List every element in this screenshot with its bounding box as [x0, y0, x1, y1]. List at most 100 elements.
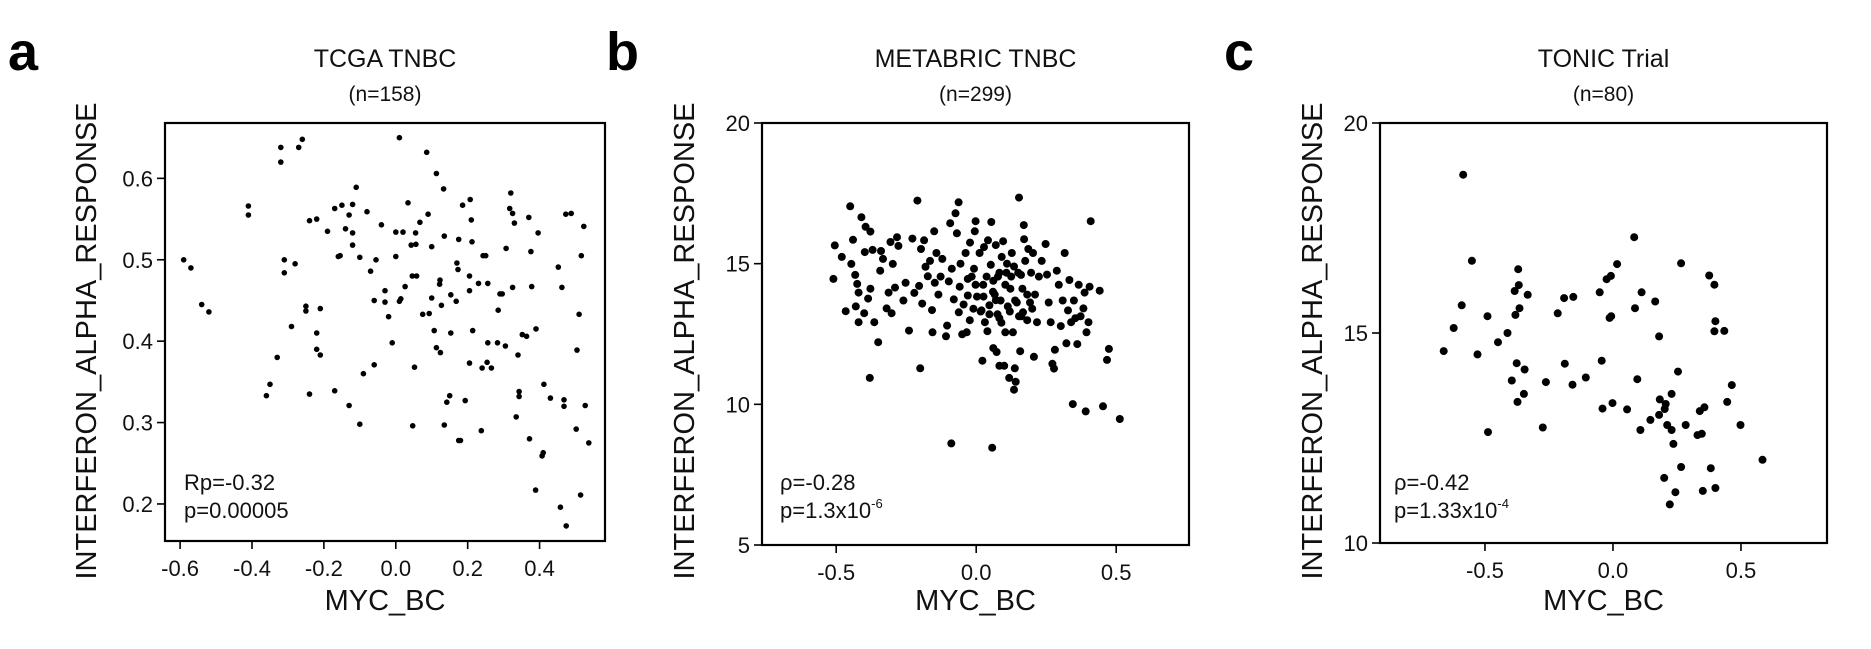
data-point [963, 291, 972, 300]
data-point [455, 236, 462, 243]
data-point [559, 284, 565, 291]
data-point [1457, 301, 1466, 310]
data-point [1523, 290, 1532, 299]
data-point [973, 292, 981, 301]
data-point [411, 364, 418, 371]
data-point [916, 364, 925, 373]
data-point [1082, 328, 1091, 337]
data-point [1023, 290, 1032, 299]
data-point [1019, 221, 1028, 230]
data-point [874, 338, 883, 347]
data-point [1651, 297, 1660, 306]
chart-title: METABRIC TNBC [875, 45, 1077, 73]
data-point [385, 313, 392, 320]
data-point [961, 249, 970, 257]
y-axis-label: INTERFERON_ALPHA_RESPONSE [1297, 102, 1329, 579]
data-point [882, 304, 891, 313]
data-point [965, 316, 974, 325]
data-point [577, 492, 584, 498]
chart-subtitle: (n=80) [1573, 83, 1634, 106]
y-tick-label: 0.2 [122, 492, 153, 517]
data-point [405, 200, 411, 206]
data-point [1064, 306, 1072, 315]
data-point [1005, 373, 1014, 382]
data-point [977, 306, 986, 315]
data-point [923, 272, 932, 281]
y-tick-label: 10 [1344, 531, 1368, 556]
data-point [983, 327, 992, 336]
data-point [1080, 288, 1089, 297]
data-point [928, 328, 937, 337]
data-point [946, 219, 955, 228]
data-point [959, 300, 968, 309]
data-point [1569, 292, 1578, 301]
data-point [389, 340, 396, 346]
data-point [526, 436, 533, 442]
data-point [853, 279, 862, 288]
data-point [943, 321, 952, 330]
data-point [540, 449, 546, 456]
data-point [1655, 395, 1664, 404]
data-point [1011, 377, 1020, 386]
data-point [582, 402, 588, 409]
data-point [425, 211, 431, 217]
data-points [180, 134, 592, 529]
data-point [1519, 389, 1528, 398]
y-tick-label: 0.5 [122, 248, 153, 273]
data-point [1598, 404, 1607, 413]
data-point [1115, 415, 1124, 423]
data-point [1655, 410, 1664, 419]
data-point [398, 296, 404, 302]
data-point [513, 414, 519, 420]
x-tick-label: 0.5 [1101, 560, 1132, 585]
data-point [528, 283, 535, 290]
correlation-annotation: ρ=-0.28 [780, 470, 856, 495]
data-point [1473, 350, 1482, 359]
data-point [979, 292, 988, 301]
panel-b: b METABRIC TNBC (n=299) -0.5 0.0 0.5 5 10 15 20 MY… [606, 22, 1191, 617]
data-point [1056, 322, 1065, 331]
p-value-text: p=1.3x10 [780, 498, 871, 523]
data-point [1037, 256, 1046, 265]
data-point [1697, 429, 1706, 438]
data-point [409, 273, 416, 279]
data-point [1607, 312, 1616, 321]
data-point [1705, 271, 1714, 280]
data-point [503, 245, 509, 252]
data-point [876, 266, 885, 275]
y-tick-label: 10 [726, 392, 750, 417]
data-point [1503, 329, 1512, 337]
data-point [1568, 380, 1577, 389]
data-point [877, 247, 885, 255]
data-point [1595, 288, 1604, 297]
data-point [954, 308, 963, 317]
x-tick-label: 0.0 [380, 556, 411, 581]
data-point [1681, 421, 1690, 429]
data-point [523, 333, 530, 340]
data-point [306, 391, 313, 397]
data-point [989, 287, 997, 296]
data-point [448, 330, 454, 336]
data-point [444, 399, 450, 406]
data-point [980, 318, 989, 327]
data-point [346, 402, 352, 409]
data-point [1439, 347, 1448, 356]
data-point [528, 248, 534, 255]
data-point [437, 277, 443, 283]
data-point [1054, 280, 1063, 289]
data-point [854, 288, 863, 297]
data-point [467, 196, 474, 203]
data-point [1073, 340, 1082, 349]
y-tick-label: 0.4 [122, 329, 153, 354]
data-point [928, 306, 936, 315]
data-point [295, 144, 302, 151]
data-point [455, 266, 461, 273]
data-point [938, 254, 947, 263]
data-point [188, 265, 194, 271]
data-point [1633, 375, 1642, 384]
data-point [886, 238, 895, 246]
data-point [485, 280, 491, 287]
data-point [573, 426, 579, 432]
data-point [1667, 389, 1676, 398]
data-point [299, 136, 306, 143]
